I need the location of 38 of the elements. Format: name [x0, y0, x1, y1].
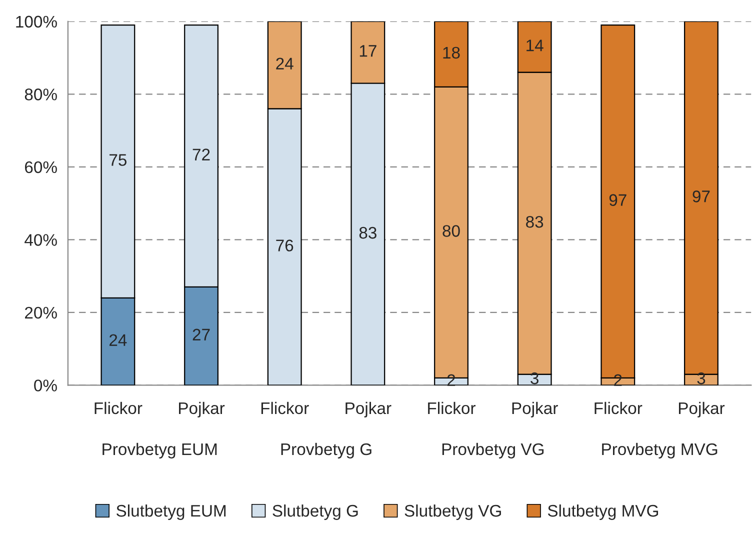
legend-label: Slutbetyg VG: [404, 504, 501, 520]
x-tick-label: Flickor: [261, 402, 309, 414]
text: Provbetyg EUM: [102, 442, 217, 458]
data-label: 3: [697, 372, 706, 384]
x-tick-label: Flickor: [94, 402, 142, 414]
data-label: 24: [276, 58, 294, 70]
data-label: 75: [110, 154, 127, 166]
y-tick-label: 60%: [25, 161, 57, 174]
text: Provbetyg MVG: [602, 442, 718, 458]
data-label: 14: [526, 40, 544, 52]
y-tick-label: 80%: [24, 88, 57, 100]
x-tick-label: Pojkar: [678, 402, 725, 418]
legend-label: Slutbetyg G: [272, 504, 358, 520]
x-tick-label: Pojkar: [179, 402, 225, 418]
data-label: 76: [276, 240, 294, 252]
x-tick-label: Pojkar: [512, 402, 558, 418]
x-tick-label: Flickor: [594, 402, 642, 414]
data-label: 18: [443, 46, 460, 59]
data-label: 3: [530, 372, 538, 384]
data-label: 17: [360, 45, 376, 57]
data-label: 80: [442, 225, 460, 237]
data-label: 27: [192, 328, 210, 340]
x-tick-label: Pojkar: [346, 402, 392, 418]
data-label: 83: [359, 226, 376, 239]
text: Provbetyg VG: [442, 442, 544, 458]
text: Provbetyg G: [281, 442, 372, 458]
legend-label: Slutbetyg EUM: [116, 504, 226, 520]
data-label: 24: [110, 334, 127, 346]
y-tick-label: 20%: [25, 306, 57, 319]
data-label: 97: [692, 190, 710, 202]
data-label: 72: [192, 148, 210, 160]
y-tick-label: 40%: [24, 234, 57, 246]
data-label: 97: [609, 194, 626, 206]
data-label: 83: [526, 216, 544, 228]
y-tick-label: 100%: [16, 16, 57, 28]
y-tick-label: 0%: [34, 380, 57, 392]
x-tick-label: Flickor: [428, 402, 476, 414]
legend-label: Slutbetyg MVG: [548, 504, 658, 520]
